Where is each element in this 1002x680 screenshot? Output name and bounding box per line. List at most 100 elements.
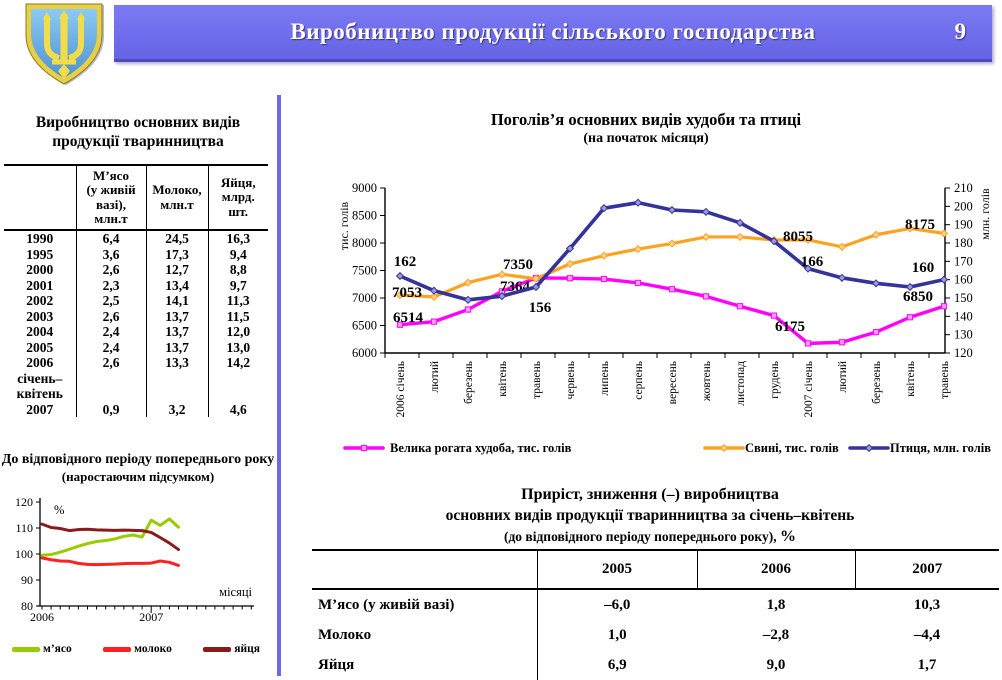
x-axis-label: серпень <box>633 361 645 400</box>
column-header: Яйця, млрд. шт. <box>208 163 268 232</box>
x-axis-label: травень <box>531 361 543 399</box>
cell-value: 11,5 <box>226 308 250 324</box>
table-row: 1990 6,4 24,5 16,3 <box>4 230 268 247</box>
data-point-marker <box>769 237 779 246</box>
cell-value: 13,3 <box>146 355 209 371</box>
data-point-marker <box>871 230 881 239</box>
data-point-marker <box>736 303 744 310</box>
data-point-marker <box>531 282 541 292</box>
data-point-marker <box>497 292 507 301</box>
cell-value: 2,3 <box>76 277 147 294</box>
table-row: М’ясо (у живій вазі) –6,0 1,8 10,3 <box>312 589 999 620</box>
cell-value: 1,0 <box>607 626 627 643</box>
row-label: 2002 <box>4 293 77 309</box>
cell-value: 8,8 <box>229 262 247 278</box>
right-axis-tick-label: 210 <box>954 181 973 195</box>
right-axis-tick-label: 180 <box>954 236 973 250</box>
slide-title: Виробництво продукції сільського господа… <box>290 19 816 44</box>
y-axis-tick-label: 90 <box>21 573 33 587</box>
data-point-marker <box>634 279 642 286</box>
left-table-title: Виробництво основних видів продукції тва… <box>35 114 241 150</box>
cell-value: 4,6 <box>229 401 247 417</box>
cell-value: 6,4 <box>76 230 147 247</box>
header-bar: Виробництво продукції сільського господа… <box>114 5 992 62</box>
cell-value: 6,9 <box>607 656 627 673</box>
column-header: Молоко, млн.т <box>146 163 209 232</box>
right-axis-tick-label: 120 <box>954 346 973 360</box>
column-header-year: 2005 <box>536 549 697 590</box>
bottom-table-title-line3: (до відповідного періоду попереднього ро… <box>503 528 797 545</box>
x-axis-label: лютий <box>837 361 849 393</box>
cell-value: 2,6 <box>76 308 147 325</box>
data-point-marker <box>463 295 473 304</box>
x-axis-label: 2007 січень <box>803 361 815 417</box>
data-point-label: 166 <box>801 254 824 270</box>
table-row: 2003 2,6 13,7 11,5 <box>4 308 268 325</box>
cell-value: 2,4 <box>76 339 147 356</box>
column-header-year: 2006 <box>696 549 855 590</box>
series-line <box>40 556 180 567</box>
data-point-marker <box>940 303 948 310</box>
x-axis-label: квітень <box>905 361 917 397</box>
x-axis-label: лютий <box>429 361 441 393</box>
data-point-marker <box>429 286 439 295</box>
data-point-marker <box>803 235 813 245</box>
table-row: 2004 2,4 13,7 12,0 <box>4 324 268 340</box>
legend-swatch <box>103 646 132 652</box>
data-point-marker <box>939 229 949 238</box>
data-point-marker <box>396 321 404 328</box>
row-label: 1995 <box>4 246 77 263</box>
cell-value: 13,0 <box>226 339 251 355</box>
data-point-marker <box>430 318 438 325</box>
data-point-marker <box>905 282 915 292</box>
y-axis-tick-label: 110 <box>15 521 33 535</box>
x-axis-label: грудень <box>769 361 781 399</box>
data-point-marker <box>633 198 643 207</box>
x-axis-label: вересень <box>667 361 679 404</box>
series-line <box>398 200 946 302</box>
legend-swatch <box>12 646 40 652</box>
x-axis-year-label: 2006 <box>30 610 54 624</box>
data-point-marker <box>395 290 405 300</box>
y-axis-tick-label: 120 <box>15 495 33 509</box>
x-axis-label: травень <box>939 361 951 399</box>
data-point-label: 7053 <box>392 285 422 301</box>
data-point-marker <box>719 443 729 453</box>
y-axis-tick-label: 80 <box>21 599 33 613</box>
y-axis-unit-label: % <box>54 503 64 517</box>
cell-value: 11,3 <box>226 293 250 309</box>
table-row: 1995 3,6 17,3 9,4 <box>4 246 268 263</box>
main-chart-subtitle: (на початок місяця) <box>583 131 709 146</box>
y-axis-tick-label: 100 <box>15 547 33 561</box>
cell-value: 9,7 <box>229 277 247 293</box>
small-chart-legend: м’ясо молоко яйця <box>12 643 260 655</box>
data-point-marker <box>735 218 745 227</box>
cell-value: 10,3 <box>913 596 941 613</box>
legend-item: молоко <box>103 643 172 655</box>
cell-value: 2,5 <box>76 293 147 309</box>
data-point-label: 6850 <box>903 289 933 305</box>
legend-item: м’ясо <box>12 643 72 655</box>
data-point-marker <box>770 312 778 319</box>
cell-value: 12,0 <box>226 324 251 340</box>
left-axis-tick-label: 7000 <box>352 291 377 305</box>
column-header <box>4 163 77 232</box>
data-point-marker <box>701 232 711 242</box>
data-point-label: 6175 <box>775 319 805 335</box>
column-header-empty <box>312 549 537 590</box>
data-point-marker <box>463 278 473 287</box>
row-label: 2000 <box>4 262 77 278</box>
percent-unit: % <box>780 528 797 545</box>
data-point-label: 8055 <box>783 229 813 245</box>
data-point-marker <box>939 275 949 284</box>
data-point-label: 7350 <box>503 257 533 273</box>
cell-value: 0,9 <box>76 370 147 418</box>
main-line-chart: 6000 6500 7000 7500 8000 8500 9000 120 130 140 150… <box>337 181 992 455</box>
data-point-label: 8175 <box>905 217 935 233</box>
livestock-production-table: М’ясо (у живій вазі), млн.т Молоко, млн.т… <box>4 163 268 418</box>
x-axis-label: березень <box>463 361 475 404</box>
series-line <box>40 517 180 557</box>
cell-value: 13,4 <box>146 277 209 294</box>
cell-value: 17,3 <box>146 246 209 263</box>
row-label: 2005 <box>4 339 77 356</box>
